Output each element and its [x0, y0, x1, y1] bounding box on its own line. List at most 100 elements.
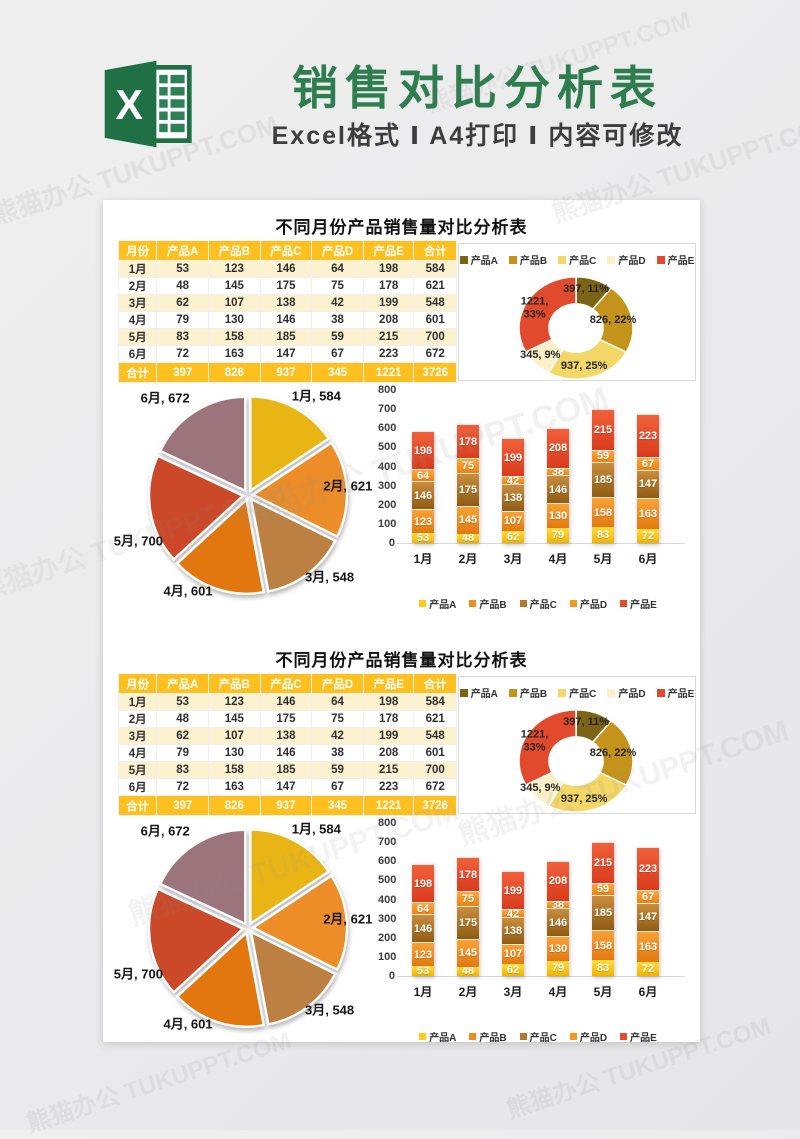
section-title: 不同月份产品销售量对比分析表 [275, 651, 528, 670]
bar-segment-value: 145 [458, 947, 478, 960]
bar-segment-产品E: 215 [592, 409, 614, 451]
table-cell: 48 [156, 710, 209, 728]
table-cell: 145 [207, 277, 261, 295]
table-row: 3月 62 107 138 42 199 548 [117, 727, 457, 745]
bar-segment-value: 75 [461, 459, 475, 472]
bar-segment-产品B: 163 [637, 498, 659, 530]
y-axis-tick-label: 500 [378, 441, 397, 454]
bar-column-4月: 79 130 146 38 208 [547, 428, 569, 543]
bar-segment-value: 146 [413, 489, 433, 502]
table-cell: 62 [156, 294, 209, 312]
bar-segment-产品B: 123 [412, 509, 434, 533]
bar-segment-产品A: 83 [592, 527, 614, 543]
bar-segment-value: 107 [503, 515, 523, 528]
legend-label: 产品D [618, 256, 646, 267]
y-axis-tick-label: 400 [378, 460, 397, 473]
donut-plot-area: 397, 11% 826, 22% 937, 25% 345, 9% 1221, 33% [459, 264, 697, 380]
table-cell: 672 [413, 778, 457, 796]
table-cell: 146 [259, 693, 313, 711]
donut-data-label: 1221, 33% [520, 294, 549, 321]
table-total-cell: 1221 [362, 795, 415, 816]
table-cell: 107 [207, 294, 261, 312]
table-total-row: 合计 397 826 937 345 1221 3726 [117, 362, 457, 383]
legend-swatch-icon [620, 600, 628, 607]
legend-item: 产品B [508, 685, 547, 700]
table-total-cell: 1221 [362, 362, 415, 383]
bar-segment-产品A: 62 [502, 531, 524, 543]
table-total-cell: 826 [207, 795, 261, 816]
legend-swatch-icon [656, 688, 665, 697]
bar-segment-value: 223 [638, 430, 658, 443]
bar-segment-产品D: 75 [457, 891, 479, 906]
table-header-cell: 产品B [207, 240, 261, 261]
table-total-cell: 合计 [117, 795, 158, 816]
pie-slices [147, 828, 349, 1028]
table-cell: 83 [156, 761, 209, 779]
table-cell: 199 [362, 727, 415, 745]
pie-slice-2月 [250, 874, 349, 972]
legend-item: 产品B [469, 596, 507, 611]
table-header-cell: 产品E [362, 240, 415, 261]
table-cell: 208 [362, 311, 415, 329]
table-cell: 584 [413, 693, 457, 711]
legend-label: 产品E [667, 689, 695, 700]
bar-segment-产品D: 64 [412, 469, 434, 482]
legend-item: 产品A [419, 1029, 456, 1044]
x-axis-category-label: 5月 [593, 985, 613, 999]
table-cell: 107 [207, 727, 261, 745]
table-cell: 208 [362, 744, 415, 762]
donut-data-label: 345, 9% [520, 782, 561, 795]
page-subtitle: Excel格式 Ⅰ A4打印 Ⅰ 内容可修改 [271, 122, 684, 150]
legend-label: 产品C [569, 689, 597, 700]
table-cell: 584 [413, 260, 457, 278]
table-row: 1月 53 123 146 64 198 584 [117, 693, 457, 711]
legend-swatch-icon [508, 255, 517, 264]
legend-item: 产品E [656, 252, 694, 267]
bar-segment-产品A: 53 [412, 965, 434, 977]
legend-item: 产品D [569, 596, 607, 611]
excel-logo-icon: X [104, 60, 192, 148]
bar-segment-value: 163 [638, 508, 658, 521]
bar-segment-value: 72 [641, 963, 655, 976]
bar-segment-value: 198 [413, 877, 433, 890]
product-share-donut-chart: 产品A 产品B 产品C 产品D 产品E 397, 11% 826, 22% 937, 25%… [458, 243, 696, 381]
table-cell: 6月 [117, 778, 158, 796]
pie-slice-5月 [147, 887, 246, 995]
x-axis-category-label: 1月 [413, 985, 433, 999]
y-axis-tick-label: 400 [378, 893, 397, 906]
legend-swatch-icon [558, 688, 567, 697]
table-row: 2月 48 145 175 75 178 621 [117, 710, 457, 728]
table-row: 5月 83 158 185 59 215 700 [117, 328, 457, 346]
pie-slice-3月 [249, 929, 337, 1026]
legend-swatch-icon [607, 255, 616, 264]
table-total-cell: 345 [311, 362, 364, 383]
x-axis-category-label: 5月 [593, 552, 613, 566]
bar-segment-value: 62 [506, 531, 520, 544]
table-cell: 130 [207, 744, 261, 762]
pie-data-label: 1月, 584 [291, 821, 341, 837]
bar-segment-value: 83 [596, 529, 610, 542]
table-cell: 4月 [117, 311, 158, 329]
table-cell: 700 [413, 328, 457, 346]
bar-segment-value: 130 [548, 509, 568, 522]
bar-segment-产品A: 62 [502, 964, 524, 976]
stacked-bar-chart: 0 100 200 300 400 500 600 700 800 53 123 146 64 198 1月… [378, 384, 698, 623]
table-body: 1月 53 123 146 64 198 584 2月 48 145 175 75 178 621 3月 62… [117, 260, 457, 383]
y-axis-tick-label: 100 [378, 517, 397, 530]
legend-item: 产品E [656, 685, 695, 700]
table-cell: 223 [362, 345, 415, 363]
table-cell: 64 [311, 260, 364, 278]
table-header-cell: 产品D [311, 673, 364, 694]
legend-swatch-icon [419, 600, 427, 607]
donut-legend: 产品A 产品B 产品C 产品D 产品E [459, 252, 695, 267]
table-cell: 215 [362, 761, 415, 779]
table-row: 4月 79 130 146 38 208 601 [117, 311, 457, 329]
bar-segment-value: 199 [503, 451, 523, 464]
pie-slices [147, 395, 349, 595]
monthly-total-pie-chart: 1月, 584 2月, 621 3月, 548 4月, 601 5月, 700 6月, 6… [114, 821, 387, 1059]
bar-segment-value: 72 [641, 530, 655, 543]
bar-plot-area: 0 100 200 300 400 500 600 700 800 53 123 146 64 198 1月… [378, 384, 698, 566]
table-cell: 3月 [117, 294, 158, 312]
legend-item: 产品E [620, 1029, 657, 1044]
